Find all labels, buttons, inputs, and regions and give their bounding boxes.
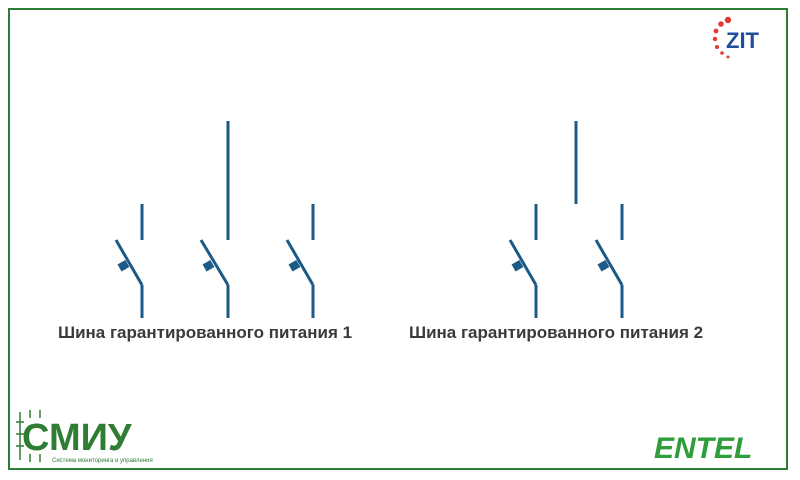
bus-1-label: Шина гарантированного питания 1 <box>58 323 353 342</box>
diagram-frame <box>8 8 788 470</box>
bus-2-breaker-1-blade <box>508 239 538 286</box>
bus-1-breaker-2-blade <box>199 239 230 286</box>
bus-2-breaker-2-blade <box>594 239 624 286</box>
bus-2-breaker-2-latch <box>597 260 610 272</box>
bus-1-breaker-1-latch <box>117 260 130 272</box>
bus-1-breaker-3-latch <box>288 260 301 272</box>
zit-logo: ZIT <box>712 16 760 59</box>
bus-1-breaker-3-blade <box>285 239 315 286</box>
smiu-logo-caption: Система мониторинга и управления <box>52 458 153 464</box>
bus-2-label: Шина гарантированного питания 2 <box>409 323 704 342</box>
entel-logo-text: ENTEL <box>654 432 752 464</box>
bus-1-breaker-2-latch <box>202 260 215 272</box>
zit-logo-text: ZIT <box>726 28 760 53</box>
entel-logo: ENTEL <box>654 432 752 464</box>
bus-1-breaker-1-blade <box>114 239 144 286</box>
smiu-logo-text: СМИУ <box>22 417 132 459</box>
smiu-logo: СМИУ Система мониторинга и управления <box>14 408 154 471</box>
bus-2-breaker-1-latch <box>511 260 524 272</box>
